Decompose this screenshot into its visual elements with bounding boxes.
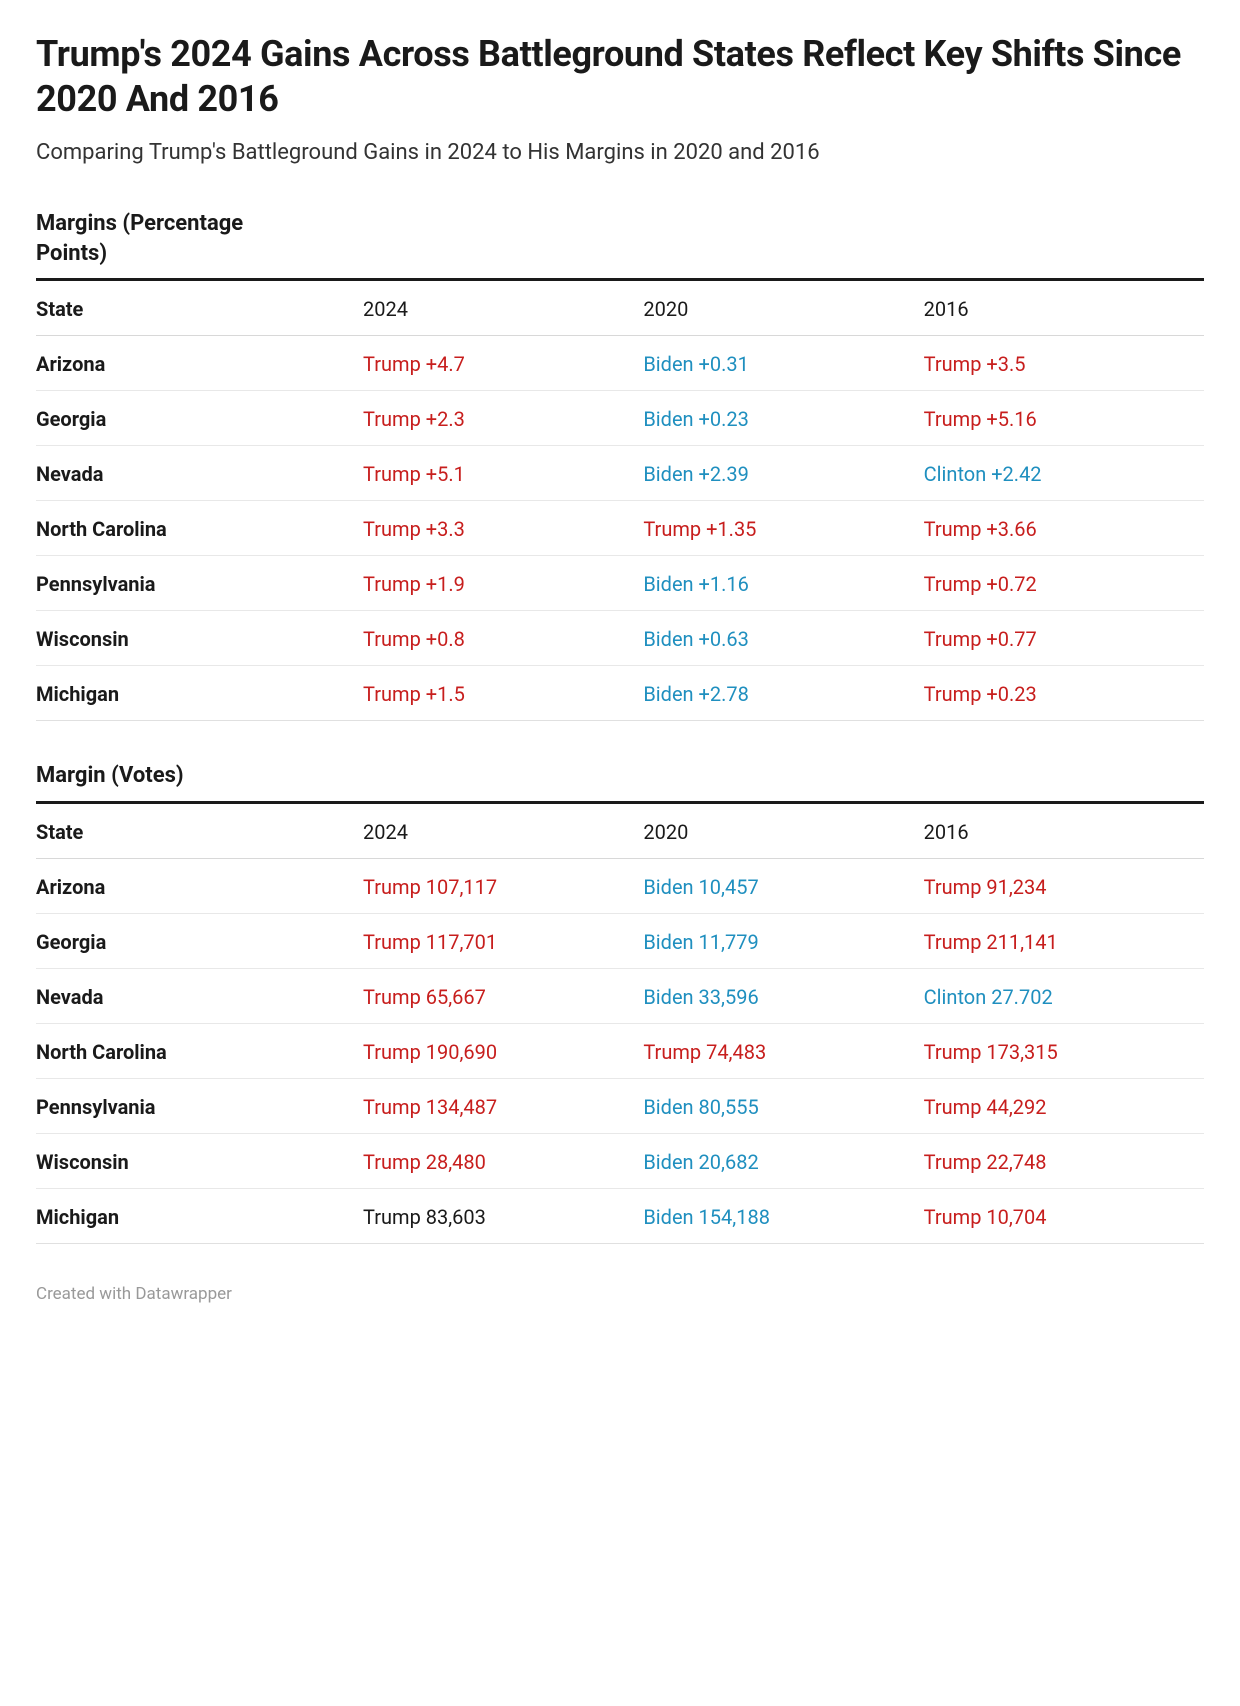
table-row: NevadaTrump 65,667Biden 33,596Clinton 27…: [36, 969, 1204, 1024]
cell-value: Trump 211,141: [924, 914, 1204, 969]
cell-value: Biden 154,188: [643, 1189, 923, 1244]
percent-table: State 2024 2020 2016 ArizonaTrump +4.7Bi…: [36, 278, 1204, 721]
col-2016: 2016: [924, 280, 1204, 336]
table-row: WisconsinTrump 28,480Biden 20,682Trump 2…: [36, 1134, 1204, 1189]
footer-credit: Created with Datawrapper: [36, 1284, 1204, 1304]
cell-value: Trump 134,487: [363, 1079, 643, 1134]
cell-state: Pennsylvania: [36, 556, 363, 611]
cell-state: Michigan: [36, 666, 363, 721]
table-row: North CarolinaTrump +3.3Trump +1.35Trump…: [36, 501, 1204, 556]
table-header-row: State 2024 2020 2016: [36, 280, 1204, 336]
cell-value: Biden +2.78: [643, 666, 923, 721]
cell-value: Trump 83,603: [363, 1189, 643, 1244]
cell-value: Trump 91,234: [924, 859, 1204, 914]
table-row: MichiganTrump 83,603Biden 154,188Trump 1…: [36, 1189, 1204, 1244]
table-row: PennsylvaniaTrump 134,487Biden 80,555Tru…: [36, 1079, 1204, 1134]
cell-value: Trump +0.23: [924, 666, 1204, 721]
cell-value: Trump +0.77: [924, 611, 1204, 666]
cell-value: Biden 10,457: [643, 859, 923, 914]
table-header-row: State 2024 2020 2016: [36, 803, 1204, 859]
cell-value: Biden 33,596: [643, 969, 923, 1024]
table-row: ArizonaTrump +4.7Biden +0.31Trump +3.5: [36, 336, 1204, 391]
cell-value: Trump +5.1: [363, 446, 643, 501]
cell-value: Biden +2.39: [643, 446, 923, 501]
cell-value: Trump 107,117: [363, 859, 643, 914]
table-row: MichiganTrump +1.5Biden +2.78Trump +0.23: [36, 666, 1204, 721]
cell-state: Arizona: [36, 336, 363, 391]
cell-state: Georgia: [36, 914, 363, 969]
table-row: GeorgiaTrump 117,701Biden 11,779Trump 21…: [36, 914, 1204, 969]
table-row: NevadaTrump +5.1Biden +2.39Clinton +2.42: [36, 446, 1204, 501]
table-row: ArizonaTrump 107,117Biden 10,457Trump 91…: [36, 859, 1204, 914]
votes-table: State 2024 2020 2016 ArizonaTrump 107,11…: [36, 801, 1204, 1244]
cell-state: Georgia: [36, 391, 363, 446]
col-2020: 2020: [643, 280, 923, 336]
cell-value: Trump +1.9: [363, 556, 643, 611]
cell-value: Trump +3.66: [924, 501, 1204, 556]
cell-value: Trump 10,704: [924, 1189, 1204, 1244]
col-2024: 2024: [363, 280, 643, 336]
page-title: Trump's 2024 Gains Across Battleground S…: [36, 32, 1204, 122]
cell-value: Biden +0.31: [643, 336, 923, 391]
cell-state: Wisconsin: [36, 1134, 363, 1189]
cell-value: Biden 80,555: [643, 1079, 923, 1134]
section-title-votes: Margin (Votes): [36, 761, 286, 791]
table-row: WisconsinTrump +0.8Biden +0.63Trump +0.7…: [36, 611, 1204, 666]
col-2024: 2024: [363, 803, 643, 859]
cell-state: Arizona: [36, 859, 363, 914]
cell-value: Trump 190,690: [363, 1024, 643, 1079]
cell-value: Biden +0.23: [643, 391, 923, 446]
page-subtitle: Comparing Trump's Battleground Gains in …: [36, 140, 1204, 165]
cell-value: Trump 117,701: [363, 914, 643, 969]
cell-state: North Carolina: [36, 501, 363, 556]
cell-state: North Carolina: [36, 1024, 363, 1079]
cell-value: Trump 44,292: [924, 1079, 1204, 1134]
cell-value: Trump +4.7: [363, 336, 643, 391]
cell-value: Trump +0.72: [924, 556, 1204, 611]
cell-value: Clinton +2.42: [924, 446, 1204, 501]
cell-value: Trump 65,667: [363, 969, 643, 1024]
cell-state: Pennsylvania: [36, 1079, 363, 1134]
cell-value: Biden 11,779: [643, 914, 923, 969]
cell-value: Trump 22,748: [924, 1134, 1204, 1189]
cell-value: Trump 28,480: [363, 1134, 643, 1189]
cell-state: Wisconsin: [36, 611, 363, 666]
col-state: State: [36, 280, 363, 336]
cell-value: Trump 173,315: [924, 1024, 1204, 1079]
table-row: North CarolinaTrump 190,690Trump 74,483T…: [36, 1024, 1204, 1079]
cell-value: Trump 74,483: [643, 1024, 923, 1079]
col-2016: 2016: [924, 803, 1204, 859]
cell-value: Trump +3.3: [363, 501, 643, 556]
col-2020: 2020: [643, 803, 923, 859]
cell-value: Biden 20,682: [643, 1134, 923, 1189]
table-row: GeorgiaTrump +2.3Biden +0.23Trump +5.16: [36, 391, 1204, 446]
table-row: PennsylvaniaTrump +1.9Biden +1.16Trump +…: [36, 556, 1204, 611]
col-state: State: [36, 803, 363, 859]
cell-value: Trump +3.5: [924, 336, 1204, 391]
cell-value: Biden +1.16: [643, 556, 923, 611]
cell-value: Trump +5.16: [924, 391, 1204, 446]
cell-state: Nevada: [36, 969, 363, 1024]
cell-value: Trump +1.35: [643, 501, 923, 556]
cell-value: Trump +2.3: [363, 391, 643, 446]
cell-value: Clinton 27.702: [924, 969, 1204, 1024]
cell-value: Trump +0.8: [363, 611, 643, 666]
cell-value: Biden +0.63: [643, 611, 923, 666]
section-title-percent: Margins (Percentage Points): [36, 209, 286, 268]
cell-state: Michigan: [36, 1189, 363, 1244]
cell-state: Nevada: [36, 446, 363, 501]
cell-value: Trump +1.5: [363, 666, 643, 721]
